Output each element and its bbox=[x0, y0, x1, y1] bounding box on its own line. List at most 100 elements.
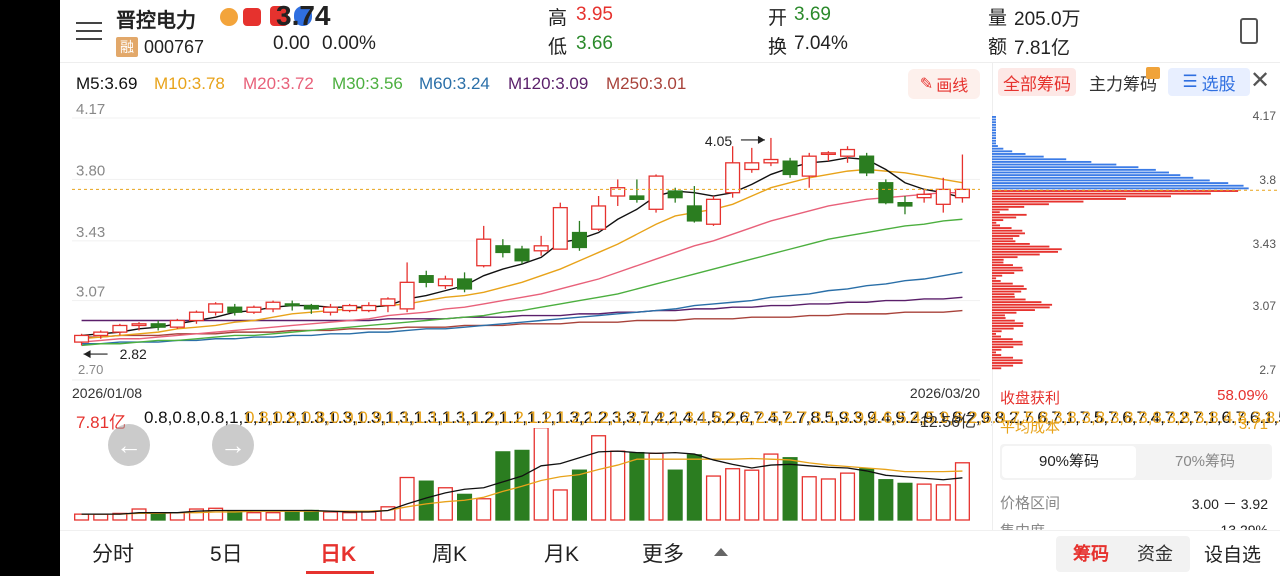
candle-body bbox=[514, 248, 530, 262]
candle bbox=[725, 146, 741, 198]
funds-button[interactable]: 资金 bbox=[1137, 544, 1173, 564]
chip-bar bbox=[992, 211, 1000, 214]
chip-bar bbox=[992, 338, 1013, 341]
avg-cost-value: 3.71 bbox=[1238, 416, 1268, 433]
tab-70-chips[interactable]: 70%筹码 bbox=[1174, 453, 1236, 470]
candle bbox=[437, 275, 453, 289]
caret-up-icon[interactable] bbox=[714, 548, 728, 556]
chip-bar bbox=[992, 356, 1014, 359]
custom-watchlist-button[interactable]: 设自选 bbox=[1204, 545, 1262, 566]
chip-bar bbox=[992, 176, 1194, 179]
candle bbox=[839, 146, 856, 163]
chip-bar bbox=[992, 348, 1002, 351]
chip-bar bbox=[992, 253, 1040, 256]
candle bbox=[686, 186, 702, 223]
tab-all-chips[interactable]: 全部筹码 bbox=[998, 68, 1076, 96]
volume-bar bbox=[131, 508, 147, 521]
chip-bar bbox=[992, 171, 1169, 174]
chip-bar bbox=[992, 317, 1006, 319]
menu-icon[interactable] bbox=[76, 20, 102, 42]
prev-arrow-button[interactable]: ← bbox=[108, 424, 150, 466]
tab-intraday[interactable]: 分时 bbox=[92, 543, 134, 566]
candle bbox=[763, 137, 779, 167]
volume-chart[interactable] bbox=[72, 428, 980, 522]
candle bbox=[878, 179, 894, 205]
chip-bar bbox=[992, 137, 996, 140]
avg-cost-label: 平均成本 bbox=[1000, 419, 1061, 436]
candle bbox=[859, 152, 875, 177]
chip-bar bbox=[992, 155, 1044, 158]
chip-bar bbox=[992, 248, 1062, 251]
candle-body bbox=[399, 281, 415, 310]
volume-value: 205.0万 bbox=[1014, 9, 1081, 30]
chip-distribution-chart: 4.17 3.8 3.43 3.07 2.7 bbox=[992, 109, 1280, 377]
volume-bar bbox=[782, 457, 798, 521]
chip-bar bbox=[992, 258, 1004, 261]
volume-bar bbox=[284, 510, 300, 521]
candle bbox=[495, 239, 511, 258]
volume-bar bbox=[878, 479, 894, 521]
bulb-icon[interactable] bbox=[294, 6, 312, 26]
chip-bar bbox=[992, 325, 1024, 327]
draw-line-button[interactable]: ✎ 画线 bbox=[908, 69, 980, 99]
volume-bar bbox=[437, 487, 453, 521]
candle-body bbox=[763, 158, 779, 164]
chip-bar bbox=[992, 150, 1013, 153]
chip-bar bbox=[992, 184, 1244, 187]
chip-bar bbox=[992, 280, 1001, 282]
y-tick-label: 3.80 bbox=[76, 162, 105, 179]
chip-bar bbox=[992, 187, 1249, 190]
comment-icon[interactable] bbox=[270, 6, 288, 26]
turnover-label: 换 bbox=[768, 37, 788, 58]
chip-bar bbox=[992, 224, 1001, 227]
candle bbox=[93, 330, 109, 339]
candlestick-chart[interactable]: 4.17 3.80 3.43 3.07 2.70 4.05 2.82 2026/01/08 20… bbox=[72, 104, 980, 404]
chip-tick-label: 2.7 bbox=[1259, 363, 1276, 377]
ma-line-m30 bbox=[81, 218, 963, 347]
tab-weekly-k[interactable]: 周K bbox=[432, 543, 468, 566]
chip-bar bbox=[992, 153, 1026, 155]
chip-bar bbox=[992, 213, 1027, 216]
volume-m10: 0.8,0.8,0.8,0.9,0.9,1,1,1.1,1.1,1.2,1.2,… bbox=[245, 408, 1280, 427]
chip-bar bbox=[992, 290, 1022, 293]
lock-icon bbox=[1146, 67, 1160, 79]
app-screen: 晋控电力 3.74 融 000767 0.00 0.00% 高 3.95 低 3… bbox=[60, 0, 1280, 576]
y-tick-label: 3.07 bbox=[76, 284, 105, 301]
close-icon[interactable]: ✕ bbox=[1250, 67, 1271, 94]
chip-tick-label: 3.43 bbox=[1253, 237, 1277, 251]
candle-body bbox=[169, 319, 185, 328]
low-arrow-head bbox=[83, 350, 91, 359]
candle bbox=[112, 323, 128, 336]
chip-bar bbox=[992, 121, 996, 124]
tab-main-chips[interactable]: 主力筹码 bbox=[1089, 74, 1157, 94]
candle-body bbox=[648, 175, 664, 210]
select-stock-button[interactable]: ☰ 选股 bbox=[1168, 68, 1250, 96]
volume-bar bbox=[322, 511, 339, 521]
tab-more[interactable]: 更多 bbox=[642, 543, 684, 566]
phone-rotate-icon[interactable] bbox=[1240, 18, 1258, 44]
volume-bar bbox=[629, 451, 645, 521]
candle bbox=[284, 300, 300, 311]
tab-90-chips[interactable]: 90%筹码 bbox=[1002, 446, 1136, 478]
chips-button[interactable]: 筹码 bbox=[1073, 544, 1109, 564]
candle bbox=[418, 270, 434, 288]
candle-body bbox=[667, 190, 683, 199]
current-price: 3.74 bbox=[276, 0, 331, 31]
volume-bar bbox=[342, 512, 358, 521]
weibo-icon[interactable] bbox=[220, 8, 238, 26]
chip-bar bbox=[992, 245, 1050, 248]
tab-monthly-k[interactable]: 月K bbox=[544, 543, 580, 566]
candle-body bbox=[533, 245, 549, 252]
ma5-label: M5:3.69 bbox=[76, 74, 138, 93]
candle bbox=[705, 196, 722, 226]
candle bbox=[131, 322, 147, 331]
volume-bar bbox=[667, 469, 683, 521]
chip-bar bbox=[992, 126, 996, 129]
y-tick-min: 2.70 bbox=[78, 362, 103, 377]
tab-daily-k[interactable]: 日K bbox=[320, 543, 357, 566]
chip-bar bbox=[992, 303, 1053, 306]
next-arrow-button[interactable]: → bbox=[212, 424, 254, 466]
share-icon[interactable] bbox=[243, 8, 261, 26]
candle bbox=[188, 310, 205, 324]
tab-5day[interactable]: 5日 bbox=[210, 543, 243, 566]
